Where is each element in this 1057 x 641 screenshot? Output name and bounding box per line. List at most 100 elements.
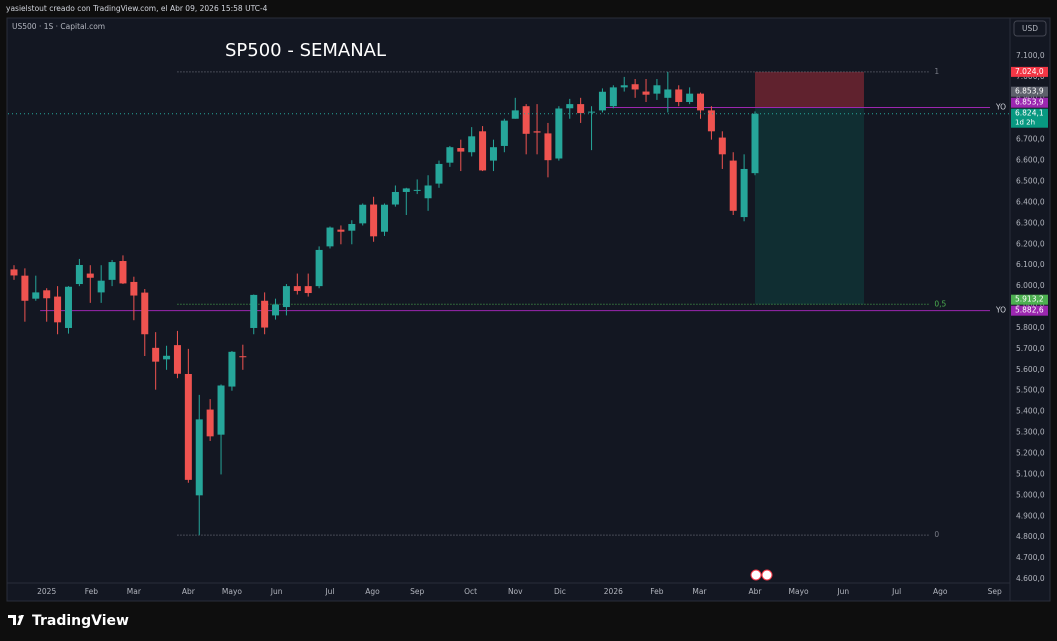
candle-body: [751, 113, 759, 174]
candle-body: [435, 163, 443, 184]
chart-title: SP500 - SEMANAL: [225, 40, 386, 61]
candle-body: [598, 91, 606, 111]
y-tick-label: 6.300,0: [1016, 218, 1045, 227]
x-tick-label: 2025: [37, 587, 56, 596]
candle-body: [206, 409, 214, 437]
candle-body: [402, 188, 410, 192]
x-tick-label: Jun: [270, 587, 283, 596]
candle-body: [250, 294, 258, 328]
candle-body: [261, 300, 269, 328]
y-tick-label: 4.700,0: [1016, 553, 1045, 562]
candle-body: [391, 191, 399, 205]
y-tick-label: 6.900,0: [1016, 93, 1045, 102]
candle-body: [217, 385, 225, 435]
price-label: 6.824,1: [1015, 109, 1044, 118]
candle-body: [653, 85, 661, 94]
y-tick-label: 6.000,0: [1016, 281, 1045, 290]
x-tick-label: Jul: [324, 587, 334, 596]
candle-body: [424, 185, 432, 199]
price-label: 5.913,2: [1015, 295, 1044, 304]
candle-body: [10, 269, 18, 276]
candle-body: [337, 229, 345, 232]
candle-body: [740, 168, 748, 218]
candle-body: [86, 273, 94, 278]
candle-body: [588, 111, 596, 113]
fib-label: 0,5: [934, 299, 946, 308]
x-tick-label: Abr: [749, 587, 763, 596]
horizontal-line-label: YO: [995, 306, 1006, 315]
candle-body: [620, 85, 628, 88]
position-target-zone: [755, 71, 864, 108]
candle-body: [54, 296, 62, 323]
y-tick-label: 5.500,0: [1016, 386, 1045, 395]
candle-body: [533, 131, 541, 133]
price-label-box: [1011, 108, 1048, 128]
candle-body: [544, 133, 552, 161]
candle-body: [108, 262, 116, 280]
x-tick-label: Feb: [650, 587, 664, 596]
candle-body: [239, 356, 247, 358]
candle-body: [413, 189, 421, 191]
candle-body: [141, 292, 149, 335]
candle-body: [664, 89, 672, 98]
horizontal-line-label: YO: [995, 102, 1006, 111]
y-tick-label: 5.800,0: [1016, 323, 1045, 332]
candle-body: [479, 131, 487, 171]
candle-body: [152, 347, 160, 362]
y-tick-label: 5.400,0: [1016, 407, 1045, 416]
x-tick-label: Ago: [365, 587, 380, 596]
y-tick-label: 6.500,0: [1016, 177, 1045, 186]
x-tick-label: Ago: [933, 587, 948, 596]
candle-body: [555, 108, 563, 159]
candle-body: [642, 91, 650, 95]
y-tick-label: 5.700,0: [1016, 344, 1045, 353]
candle-body: [359, 204, 367, 224]
candle-body: [184, 373, 192, 480]
candle-body: [370, 204, 378, 237]
event-flags: [750, 569, 773, 581]
candle-body: [163, 355, 171, 360]
x-tick-label: Sep: [410, 587, 424, 596]
candle-body: [75, 264, 83, 285]
x-tick-label: Feb: [85, 587, 99, 596]
candle-body: [707, 110, 715, 132]
candle-body: [326, 227, 334, 247]
y-tick-label: 6.400,0: [1016, 197, 1045, 206]
x-tick-label: Oct: [464, 587, 477, 596]
price-label: 5.882,6: [1015, 306, 1044, 315]
candle-body: [173, 345, 181, 374]
candle-body: [21, 275, 29, 301]
symbol: US500 · 1S · Capital.com: [12, 22, 105, 31]
x-tick-label: Sep: [988, 587, 1002, 596]
price-label: 7.024,0: [1015, 67, 1044, 76]
candle-body: [64, 286, 72, 328]
candle-body: [32, 292, 40, 299]
candle-body: [282, 286, 290, 308]
price-label-box: [1011, 66, 1048, 77]
credit: yasielstout creado con TradingView.com, …: [6, 4, 268, 13]
currency: USD: [1022, 24, 1038, 33]
brand: TradingView: [32, 613, 129, 629]
currency-button[interactable]: [1013, 20, 1047, 37]
tradingview-logo: [8, 615, 24, 625]
candle-body: [119, 261, 127, 284]
candle-body: [686, 93, 694, 103]
candle-body: [130, 281, 138, 296]
y-tick-label: 7.100,0: [1016, 51, 1045, 60]
x-tick-label: Mar: [692, 587, 707, 596]
price-label-box: [1011, 294, 1048, 305]
y-tick-label: 4.800,0: [1016, 532, 1045, 541]
position-stop-zone: [755, 107, 864, 305]
y-tick-label: 6.100,0: [1016, 260, 1045, 269]
candle-body: [729, 160, 737, 211]
candle-body: [304, 286, 312, 294]
y-tick-label: 5.100,0: [1016, 469, 1045, 478]
chart-panel: [6, 17, 1051, 602]
candle-body: [272, 304, 280, 316]
y-tick-label: 4.600,0: [1016, 574, 1045, 583]
candle-body: [718, 137, 726, 155]
y-tick-label: 5.200,0: [1016, 448, 1045, 457]
x-tick-label: Jun: [836, 587, 849, 596]
candle-body: [228, 351, 236, 387]
